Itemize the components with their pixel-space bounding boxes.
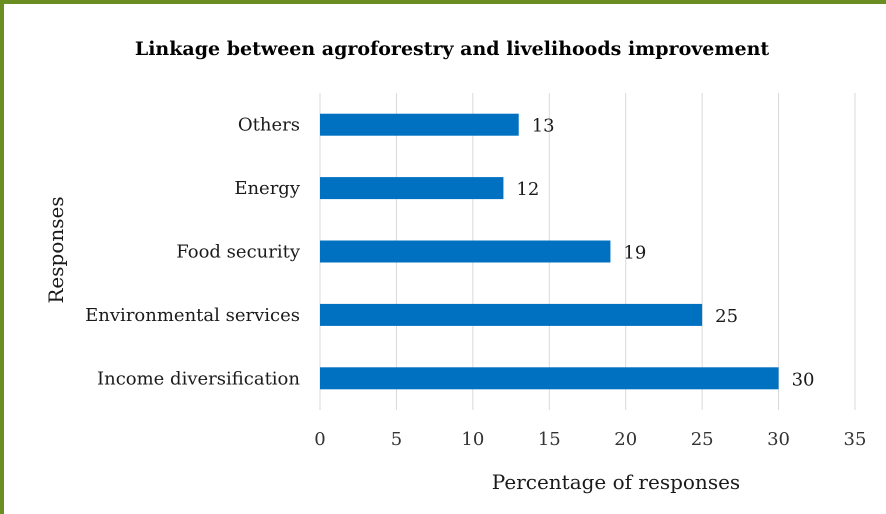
category-label: Food security [176, 242, 301, 263]
x-tick-label: 35 [844, 429, 867, 450]
y-axis-title: Responses [44, 196, 68, 303]
data-label: 19 [623, 243, 646, 264]
x-tick-label: 30 [767, 429, 790, 450]
bar [320, 177, 504, 200]
category-label: Environmental services [85, 305, 300, 326]
category-labels: Others Energy Food security Environmental s… [85, 115, 301, 390]
category-label: Energy [234, 178, 301, 199]
data-label: 12 [516, 179, 539, 200]
x-tick-labels: 0 5 10 15 20 25 30 35 [314, 429, 866, 450]
bar [320, 113, 519, 136]
bar [320, 367, 779, 390]
data-label: 13 [532, 116, 555, 137]
chart-title: Linkage between agroforestry and livelih… [135, 38, 770, 60]
data-labels: 13 12 19 25 30 [516, 116, 814, 391]
bar [320, 303, 703, 326]
x-axis-title: Percentage of responses [492, 470, 740, 494]
bars [320, 113, 779, 390]
x-tick-label: 0 [314, 429, 325, 450]
bar [320, 240, 611, 263]
data-label: 25 [715, 306, 738, 327]
data-label: 30 [792, 369, 815, 390]
x-tick-label: 15 [538, 429, 561, 450]
x-tick-label: 25 [691, 429, 714, 450]
category-label: Income diversification [97, 368, 300, 389]
x-tick-label: 10 [461, 429, 484, 450]
x-tick-label: 20 [614, 429, 637, 450]
category-label: Others [238, 115, 300, 136]
x-tick-label: 5 [391, 429, 402, 450]
